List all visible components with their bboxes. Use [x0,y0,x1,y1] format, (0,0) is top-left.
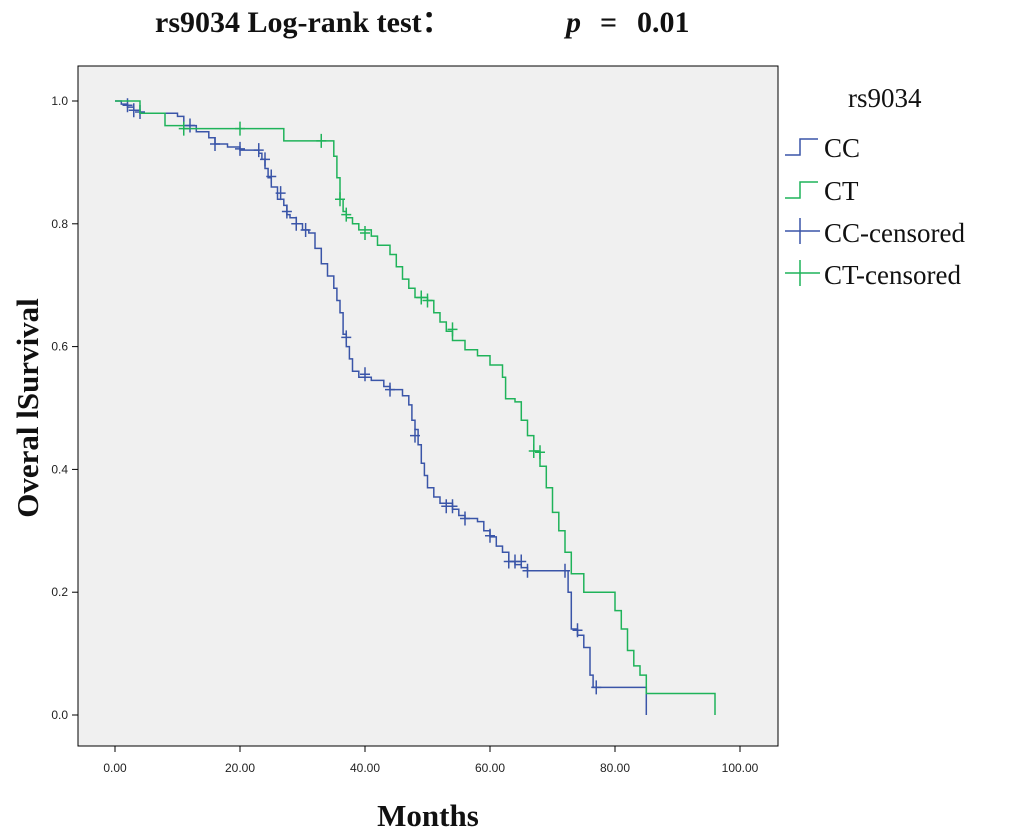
censor-mark-cc [281,204,292,219]
chart-title: rs9034 Log-rank test： p = 0.01 [155,6,690,39]
censor-mark-cc [485,528,495,543]
x-tick-label: 100.00 [722,761,759,775]
x-tick-label: 0.00 [103,761,127,775]
legend-step-icon-ct [785,181,818,199]
axes: 0.00 20.00 40.00 60.00 80.00 100.00 0.0 0.2 0.4 0… [51,94,758,775]
censor-mark-cc [460,511,470,526]
censor-mark-ct [178,121,189,136]
censor-mark-cc [266,169,277,184]
censor-mark-cc [560,563,570,578]
legend-item-cc: CC [785,133,860,163]
series-layer [115,98,716,715]
censor-mark-cc [591,680,602,695]
title-p-value: 0.01 [637,6,690,39]
legend-step-icon-cc [785,138,818,156]
y-tick-label: 0.2 [51,585,68,599]
censor-mark-ct [360,226,370,241]
censor-mark-cc [185,118,195,133]
censor-mark-cc [300,222,311,237]
x-tick-label: 60.00 [475,761,505,775]
x-tick-label: 20.00 [225,761,255,775]
title-main-text: rs9034 Log-rank test： [155,6,452,39]
y-tick-label: 0.4 [51,462,68,476]
legend-item-ct: CT [785,176,859,206]
censor-mark-cc [360,367,370,382]
y-tick-label: 0.0 [51,708,68,722]
title-p-symbol: p [563,6,581,39]
x-tick-label: 80.00 [600,761,630,775]
legend-item-ct-censored: CT-censored [785,260,961,290]
legend-label-cc: CC [824,133,860,163]
censor-mark-cc [260,152,270,167]
censor-mark-cc [410,428,420,443]
legend-item-cc-censored: CC-censored [785,218,965,248]
censor-mark-cc [385,382,395,397]
x-tick-label: 40.00 [350,761,380,775]
y-tick-label: 0.6 [51,340,68,354]
censor-mark-cc [128,103,139,118]
censor-mark-ct [335,192,345,207]
censor-mark-cc [522,563,533,578]
y-tick-label: 0.8 [51,217,68,231]
censor-mark-ct [528,443,539,458]
censor-mark-ct [535,445,545,460]
censor-mark-cc [291,216,302,231]
legend-label-ct-censored: CT-censored [824,260,961,290]
censor-mark-cc [572,623,583,638]
series-line-cc [115,100,648,715]
y-axis-label: Overal lSurvival [10,298,45,518]
legend: rs9034 CC CT CC-censored CT-censored [785,83,965,290]
title-equals: = [600,6,617,39]
censor-mark-ct [235,121,245,136]
censor-mark-ct [341,207,352,222]
x-axis-label: Months [377,798,479,831]
censor-mark-ct [316,133,327,148]
censor-mark-cc [253,143,264,158]
legend-censor-icon-ct [785,260,820,286]
censor-mark-ct [416,290,427,305]
censor-mark-cc [447,499,458,514]
legend-censor-icon-cc [785,218,820,244]
legend-title: rs9034 [848,83,922,113]
censor-mark-ct [422,293,433,308]
plot-area [77,65,779,747]
censor-mark-cc [341,330,352,345]
censor-mark-cc [235,141,245,156]
censor-mark-ct [447,322,458,337]
censor-mark-cc [516,554,527,569]
y-tick-label: 1.0 [51,94,68,108]
censor-mark-cc [275,186,286,201]
legend-label-cc-censored: CC-censored [824,218,965,248]
censor-mark-cc [210,136,220,151]
legend-label-ct: CT [824,176,859,206]
